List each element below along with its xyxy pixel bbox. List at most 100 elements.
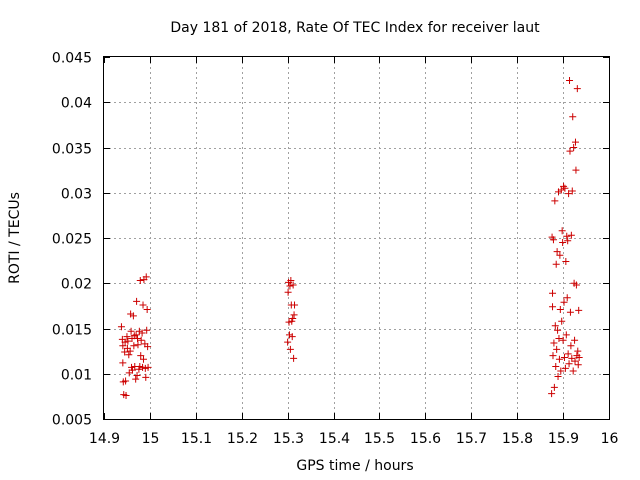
data-point bbox=[575, 306, 583, 314]
data-point bbox=[553, 248, 561, 256]
data-point bbox=[559, 336, 567, 344]
data-point bbox=[565, 190, 573, 198]
y-tick-labels: 0.005 0.01 0.015 0.02 0.025 0.03 0.035 0.04 0.04… bbox=[52, 51, 92, 429]
data-point bbox=[289, 315, 297, 323]
y-tick-label: 0.035 bbox=[52, 142, 92, 158]
x-tick-label: 14.9 bbox=[89, 431, 120, 447]
data-point bbox=[137, 336, 145, 344]
data-point bbox=[290, 354, 298, 362]
data-point bbox=[139, 355, 147, 363]
y-tick-label: 0.04 bbox=[61, 96, 92, 112]
y-tick-label: 0.03 bbox=[61, 187, 92, 203]
y-tick-label: 0.025 bbox=[52, 232, 92, 248]
y-tick-label: 0.01 bbox=[61, 368, 92, 384]
data-point bbox=[572, 166, 580, 174]
data-point bbox=[562, 258, 570, 266]
data-point bbox=[555, 334, 563, 342]
x-tick-label: 16 bbox=[601, 431, 619, 447]
data-point bbox=[284, 338, 292, 346]
data-point bbox=[138, 329, 146, 337]
data-point bbox=[549, 352, 557, 360]
data-point bbox=[123, 333, 131, 341]
data-point bbox=[564, 350, 572, 358]
data-point bbox=[572, 281, 580, 289]
data-point bbox=[571, 357, 579, 365]
data-point bbox=[558, 227, 566, 235]
data-point bbox=[570, 144, 578, 151]
data-point bbox=[284, 288, 292, 296]
data-point bbox=[127, 327, 135, 335]
data-point bbox=[566, 147, 574, 155]
data-point bbox=[574, 361, 582, 369]
data-point bbox=[569, 113, 577, 121]
data-point bbox=[560, 182, 568, 190]
data-point bbox=[143, 326, 151, 334]
data-point bbox=[287, 277, 295, 285]
data-points bbox=[117, 77, 583, 399]
data-point bbox=[552, 260, 560, 268]
data-point bbox=[126, 347, 134, 355]
data-point bbox=[563, 232, 571, 240]
data-point bbox=[290, 311, 298, 319]
data-point bbox=[554, 326, 562, 334]
data-point bbox=[555, 355, 563, 363]
data-point bbox=[554, 372, 562, 380]
data-point bbox=[139, 301, 147, 309]
data-point bbox=[119, 359, 127, 367]
y-tick-label: 0.02 bbox=[61, 277, 92, 293]
data-point bbox=[569, 367, 577, 375]
data-point bbox=[575, 353, 583, 361]
data-point bbox=[561, 184, 569, 192]
data-point bbox=[291, 301, 299, 309]
data-point bbox=[559, 239, 567, 247]
data-point bbox=[286, 345, 294, 353]
data-point bbox=[556, 251, 564, 259]
x-tick-label: 15.7 bbox=[456, 431, 487, 447]
data-point bbox=[571, 336, 579, 344]
data-point bbox=[563, 294, 571, 302]
data-point bbox=[134, 334, 142, 342]
data-point bbox=[132, 375, 140, 383]
y-tick-label: 0.045 bbox=[52, 51, 92, 67]
x-tick-label: 15.9 bbox=[548, 431, 579, 447]
data-point bbox=[142, 373, 150, 381]
data-point bbox=[567, 231, 575, 239]
data-point bbox=[121, 348, 129, 356]
data-point bbox=[560, 353, 568, 361]
chart-title: Day 181 of 2018, Rate Of TEC Index for r… bbox=[170, 20, 540, 36]
data-point bbox=[557, 186, 565, 194]
y-tick-label: 0.015 bbox=[52, 323, 92, 339]
data-point bbox=[560, 298, 568, 306]
x-axis-label: GPS time / hours bbox=[296, 458, 413, 474]
data-point bbox=[122, 377, 130, 385]
data-point bbox=[142, 273, 150, 281]
data-point bbox=[556, 305, 564, 313]
data-point bbox=[553, 345, 561, 353]
data-point bbox=[128, 366, 136, 374]
data-point bbox=[568, 187, 576, 195]
data-point bbox=[133, 372, 141, 380]
x-tick-label: 15.6 bbox=[410, 431, 441, 447]
data-point bbox=[117, 323, 125, 331]
data-point bbox=[119, 342, 127, 350]
data-point bbox=[137, 352, 145, 360]
data-point bbox=[130, 342, 138, 350]
data-point bbox=[288, 333, 296, 341]
data-point bbox=[122, 391, 130, 399]
x-tick-label: 15.4 bbox=[319, 431, 350, 447]
data-point bbox=[566, 77, 574, 85]
data-point bbox=[549, 303, 557, 311]
data-point bbox=[562, 331, 570, 339]
data-point bbox=[124, 337, 132, 345]
plot-frame bbox=[103, 56, 610, 420]
data-point bbox=[566, 308, 574, 316]
x-tick-label: 15.3 bbox=[273, 431, 304, 447]
data-point bbox=[571, 138, 579, 146]
x-tick-label: 15 bbox=[142, 431, 160, 447]
y-tick-label: 0.005 bbox=[52, 413, 92, 429]
data-point bbox=[132, 331, 140, 339]
data-point bbox=[550, 383, 558, 391]
data-point bbox=[143, 305, 151, 313]
x-tick-label: 15.2 bbox=[227, 431, 258, 447]
